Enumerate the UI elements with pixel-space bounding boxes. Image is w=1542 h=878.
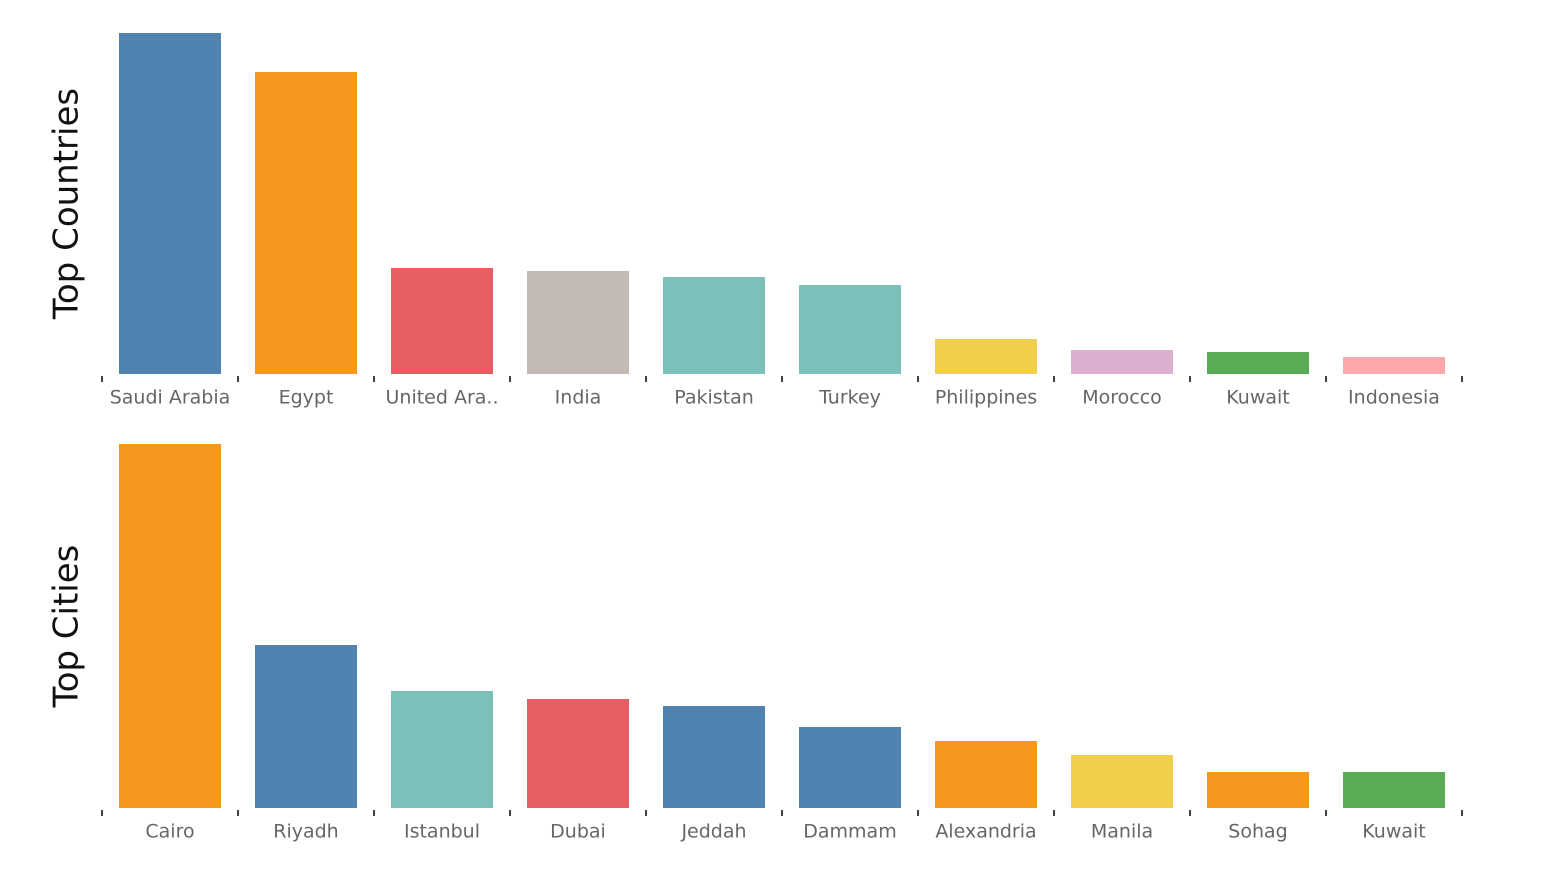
x-tick-label: Kuwait <box>1226 387 1289 409</box>
x-tick-label: Cairo <box>145 821 194 843</box>
bar <box>119 33 221 374</box>
y-axis-title: Top Cities <box>47 545 87 709</box>
bar <box>391 691 493 808</box>
x-tick-label: Egypt <box>279 387 334 409</box>
bar <box>1071 755 1173 808</box>
bar <box>255 72 357 374</box>
bar <box>527 699 629 808</box>
x-tick-label: Riyadh <box>273 821 338 843</box>
x-tick-label: Morocco <box>1082 387 1162 409</box>
y-axis-title: Top Countries <box>47 88 87 320</box>
bar <box>1071 350 1173 374</box>
x-tick-label: Saudi Arabia <box>110 387 231 409</box>
x-tick-label: Sohag <box>1228 821 1287 843</box>
x-tick-label: Pakistan <box>674 387 754 409</box>
x-tick-label: Indonesia <box>1348 387 1440 409</box>
x-tick-label: Dubai <box>550 821 606 843</box>
x-tick-label: Dammam <box>803 821 896 843</box>
bar <box>391 268 493 374</box>
x-tick-label: Alexandria <box>935 821 1036 843</box>
x-tick-label: United Ara.. <box>386 387 499 409</box>
bar <box>935 741 1037 808</box>
bar <box>527 271 629 374</box>
x-tick-label: India <box>555 387 602 409</box>
bar <box>799 285 901 374</box>
bar <box>1343 357 1445 374</box>
x-tick-label: Manila <box>1091 821 1153 843</box>
x-tick-label: Kuwait <box>1362 821 1425 843</box>
bar <box>1207 352 1309 374</box>
bar <box>119 444 221 808</box>
bar <box>799 727 901 808</box>
bar <box>1343 772 1445 808</box>
bar <box>255 645 357 808</box>
x-tick-label: Philippines <box>935 387 1037 409</box>
bar <box>1207 772 1309 808</box>
bar <box>663 706 765 808</box>
x-tick-label: Jeddah <box>680 821 746 843</box>
x-tick-label: Turkey <box>818 387 881 409</box>
bar <box>935 339 1037 374</box>
x-tick-label: Istanbul <box>404 821 480 843</box>
bar <box>663 277 765 374</box>
